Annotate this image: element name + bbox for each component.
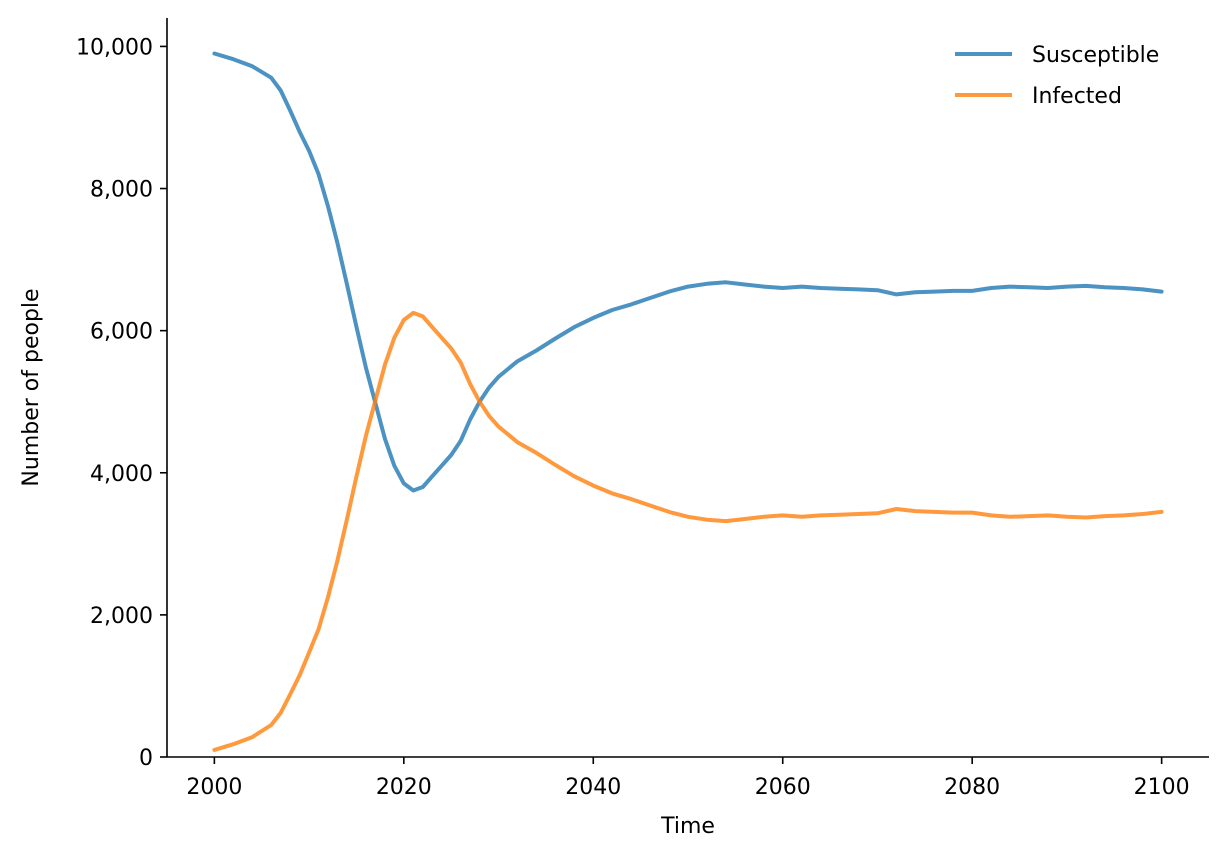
y-tick-label: 6,000	[90, 320, 153, 345]
y-tick-label: 4,000	[90, 462, 153, 487]
x-tick-label: 2060	[755, 775, 811, 800]
y-tick-label: 8,000	[90, 178, 153, 203]
y-axis-label: Number of people	[19, 288, 44, 486]
legend-label-susceptible: Susceptible	[1032, 43, 1159, 68]
series-layer	[212, 51, 1164, 752]
legend-label-infected: Infected	[1032, 84, 1122, 109]
legend: Susceptible Infected	[955, 43, 1159, 109]
x-tick-label: 2100	[1134, 775, 1190, 800]
x-tick-label: 2020	[376, 775, 432, 800]
x-tick-label: 2000	[186, 775, 242, 800]
axes-layer: 2000 2020 2040 2060 2080 2100 0 2,000 4,000 6,000…	[76, 18, 1209, 800]
y-tick-label: 10,000	[76, 35, 153, 60]
series-line-infected	[212, 310, 1164, 752]
series-line-susceptible	[212, 51, 1164, 493]
x-axis-label: Time	[660, 814, 715, 839]
y-tick-label: 0	[139, 746, 153, 771]
y-tick-label: 2,000	[90, 604, 153, 629]
x-tick-label: 2040	[565, 775, 621, 800]
x-tick-label: 2080	[944, 775, 1000, 800]
